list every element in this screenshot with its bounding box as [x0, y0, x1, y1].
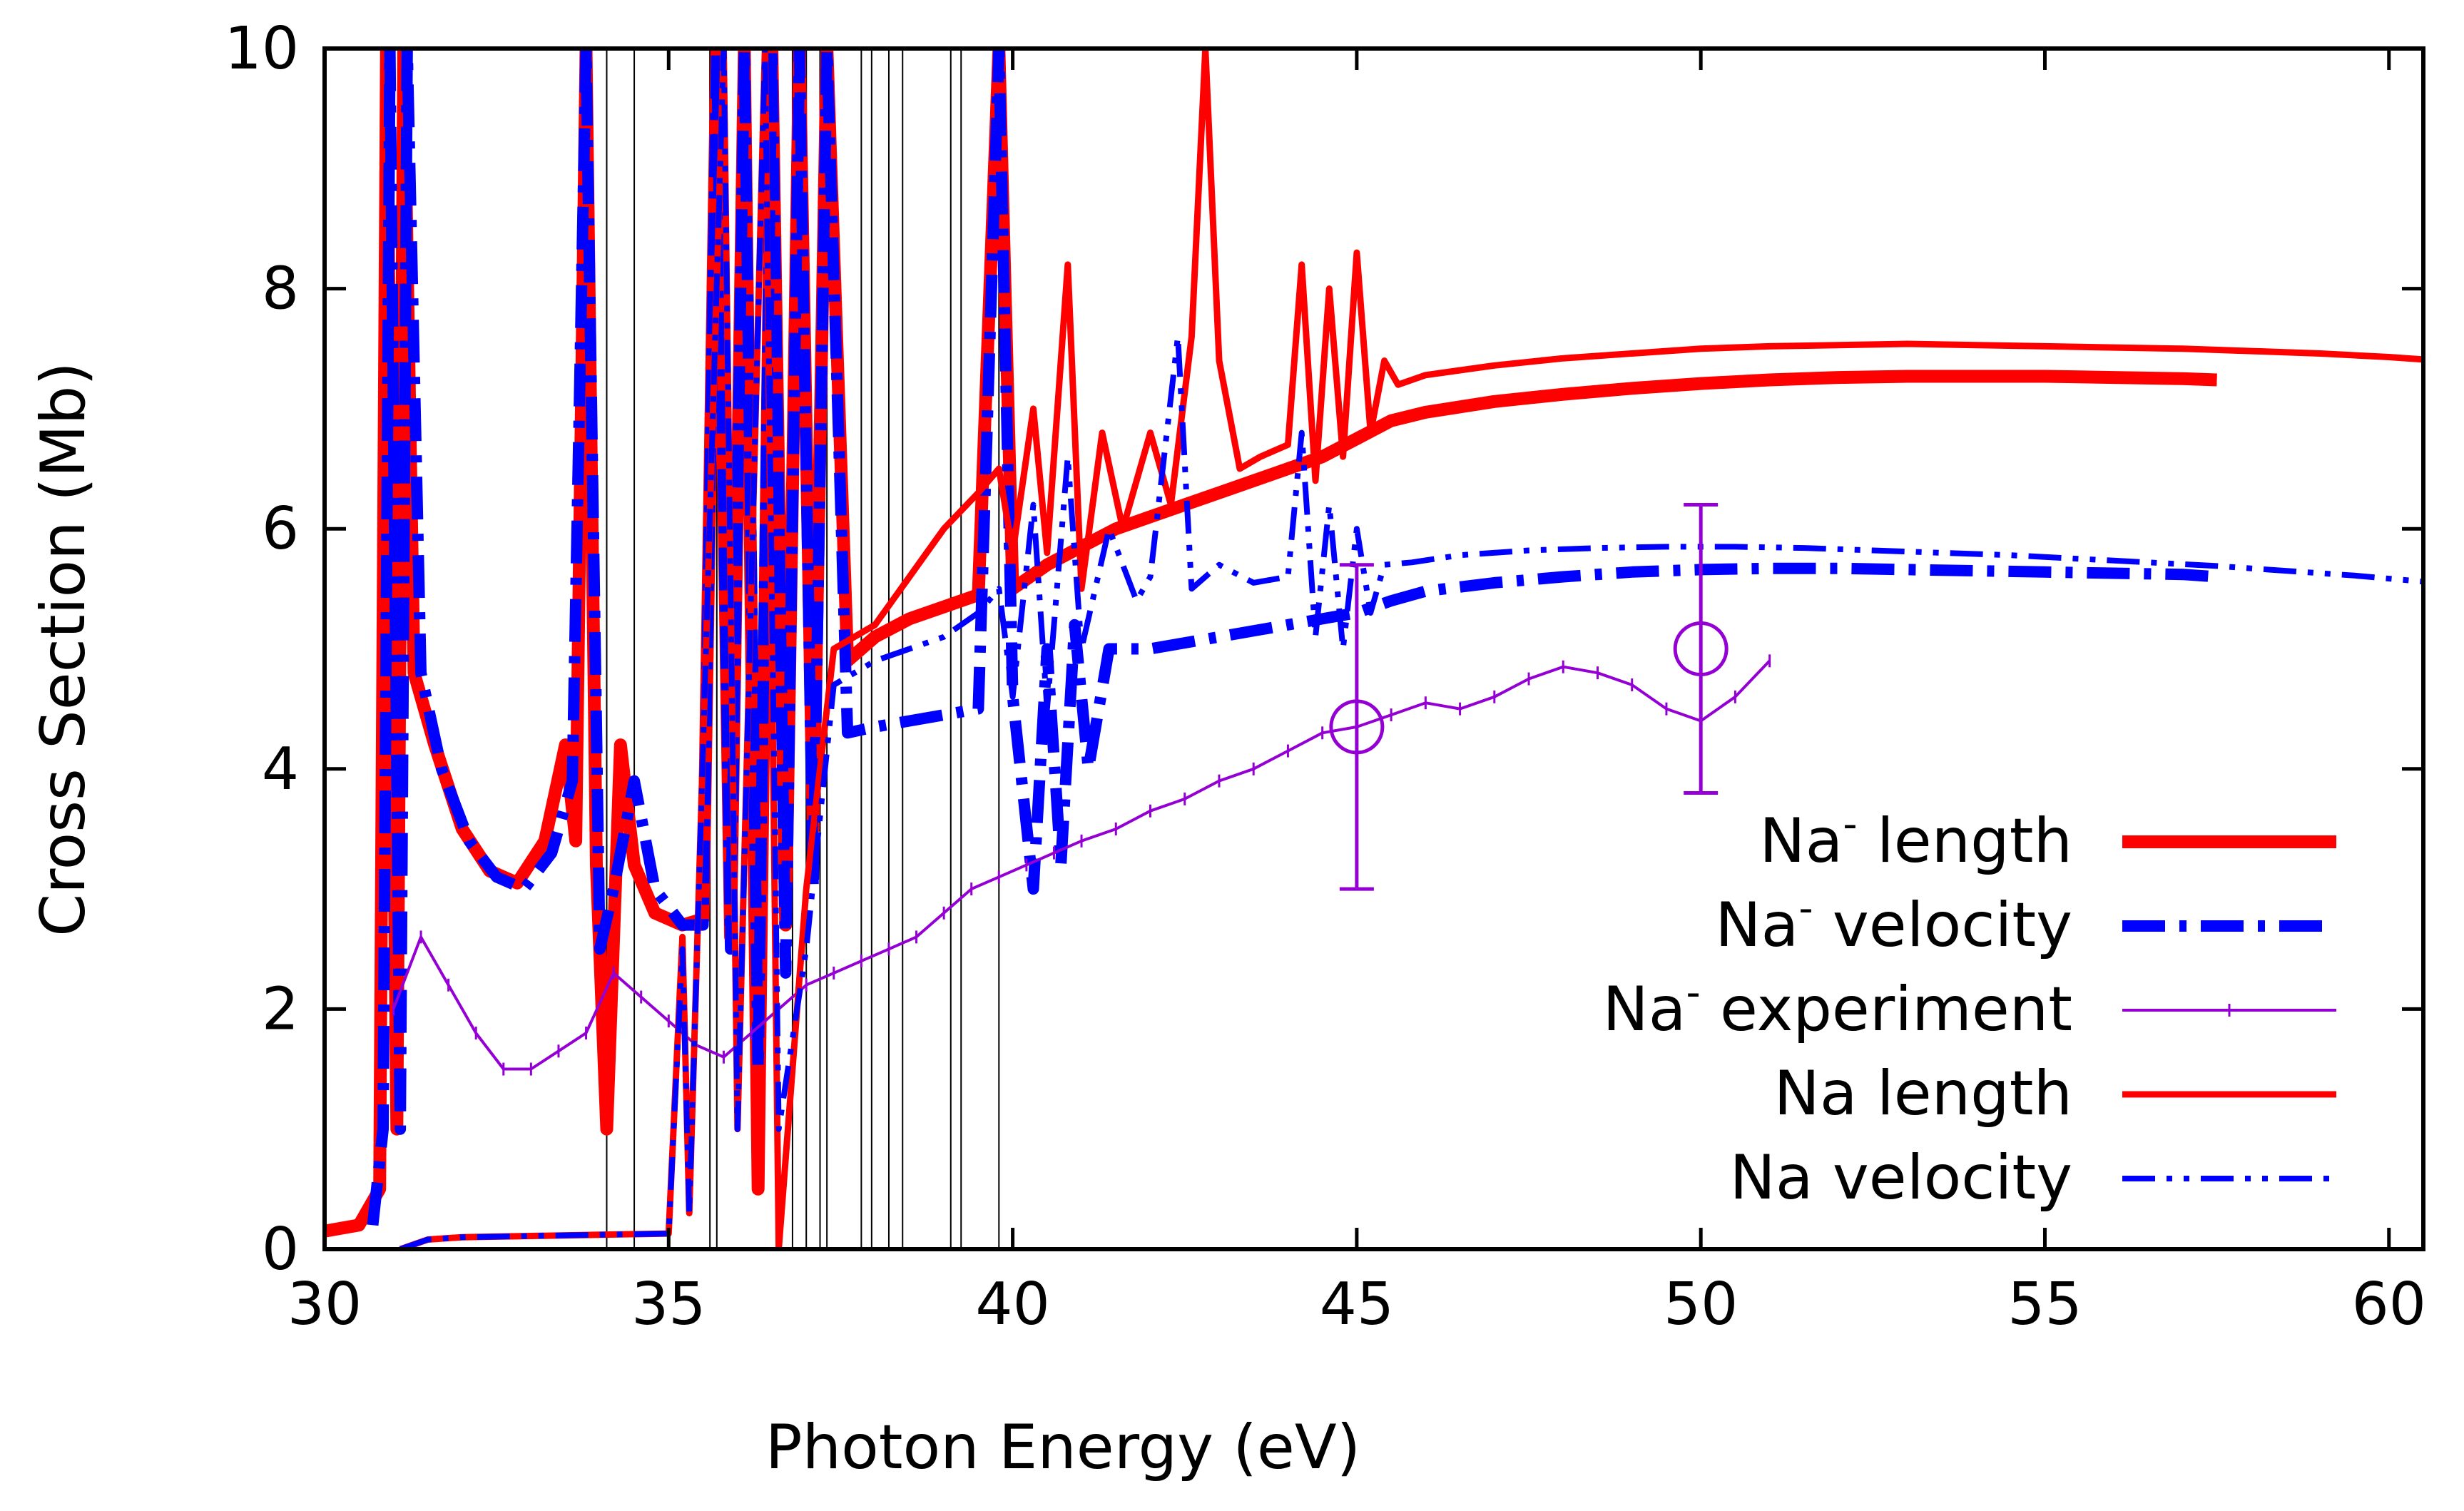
series-line — [325, 49, 2217, 1238]
legend-entry: Na length — [1773, 1058, 2336, 1129]
x-axis-label: Photon Energy (eV) — [765, 1412, 1360, 1483]
legend-entry: Na- velocity — [1715, 885, 2336, 961]
x-tick-label: 35 — [631, 1271, 706, 1338]
legend-label: Na- velocity — [1715, 885, 2072, 961]
y-tick-label: 6 — [262, 495, 299, 563]
axis-ticks: 30 35 40 45 50 55 60 0 2 4 6 8 10 — [225, 15, 2426, 1338]
y-axis-label: Cross Section (Mb) — [28, 362, 99, 937]
y-tick-label: 8 — [262, 255, 299, 323]
y-tick-label: 4 — [262, 736, 299, 803]
series-line — [399, 49, 2423, 1249]
legend-label: Na- length — [1759, 801, 2072, 877]
series-line — [399, 49, 2423, 1249]
error-point-marker — [1329, 699, 1385, 755]
x-tick-label: 50 — [1664, 1271, 1738, 1338]
legend-label: Na length — [1773, 1058, 2072, 1129]
error-bar — [1673, 503, 1729, 795]
y-tick-label: 2 — [262, 975, 299, 1043]
series-group — [325, 49, 2423, 1249]
x-tick-label: 30 — [287, 1271, 362, 1338]
legend-label: Na velocity — [1730, 1142, 2073, 1214]
x-tick-label: 60 — [2352, 1271, 2426, 1338]
series-line — [367, 49, 2218, 1226]
legend-entry: Na- length — [1759, 801, 2336, 877]
y-tick-label: 10 — [225, 15, 299, 83]
y-tick-label: 0 — [262, 1216, 299, 1283]
error-bars-group — [1329, 503, 1729, 891]
x-tick-label: 55 — [2007, 1271, 2082, 1338]
plot-frame — [322, 46, 2425, 1251]
x-tick-label: 40 — [975, 1271, 1049, 1338]
error-point-marker — [1673, 621, 1729, 676]
legend-entry: Na velocity — [1730, 1142, 2336, 1214]
x-tick-label: 45 — [1320, 1271, 1394, 1338]
legend-entry: Na- experiment — [1602, 970, 2336, 1045]
error-bar — [1329, 563, 1385, 891]
series-line — [392, 659, 1771, 1071]
legend: Na- length Na- velocity Na- experiment Na l… — [1602, 801, 2336, 1214]
legend-label: Na- experiment — [1602, 970, 2072, 1045]
